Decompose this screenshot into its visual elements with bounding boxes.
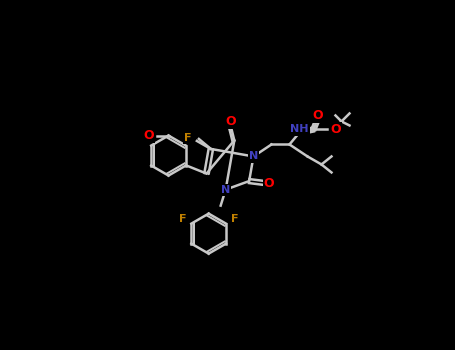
Text: F: F <box>179 214 187 224</box>
Text: O: O <box>330 123 341 136</box>
Text: O: O <box>312 109 323 122</box>
Text: N: N <box>221 184 230 195</box>
Text: NH: NH <box>290 125 309 134</box>
Text: N: N <box>249 152 258 161</box>
Text: F: F <box>231 214 238 224</box>
Text: O: O <box>143 129 154 142</box>
Text: O: O <box>225 115 236 128</box>
Text: O: O <box>264 176 274 190</box>
Text: F: F <box>184 133 192 142</box>
